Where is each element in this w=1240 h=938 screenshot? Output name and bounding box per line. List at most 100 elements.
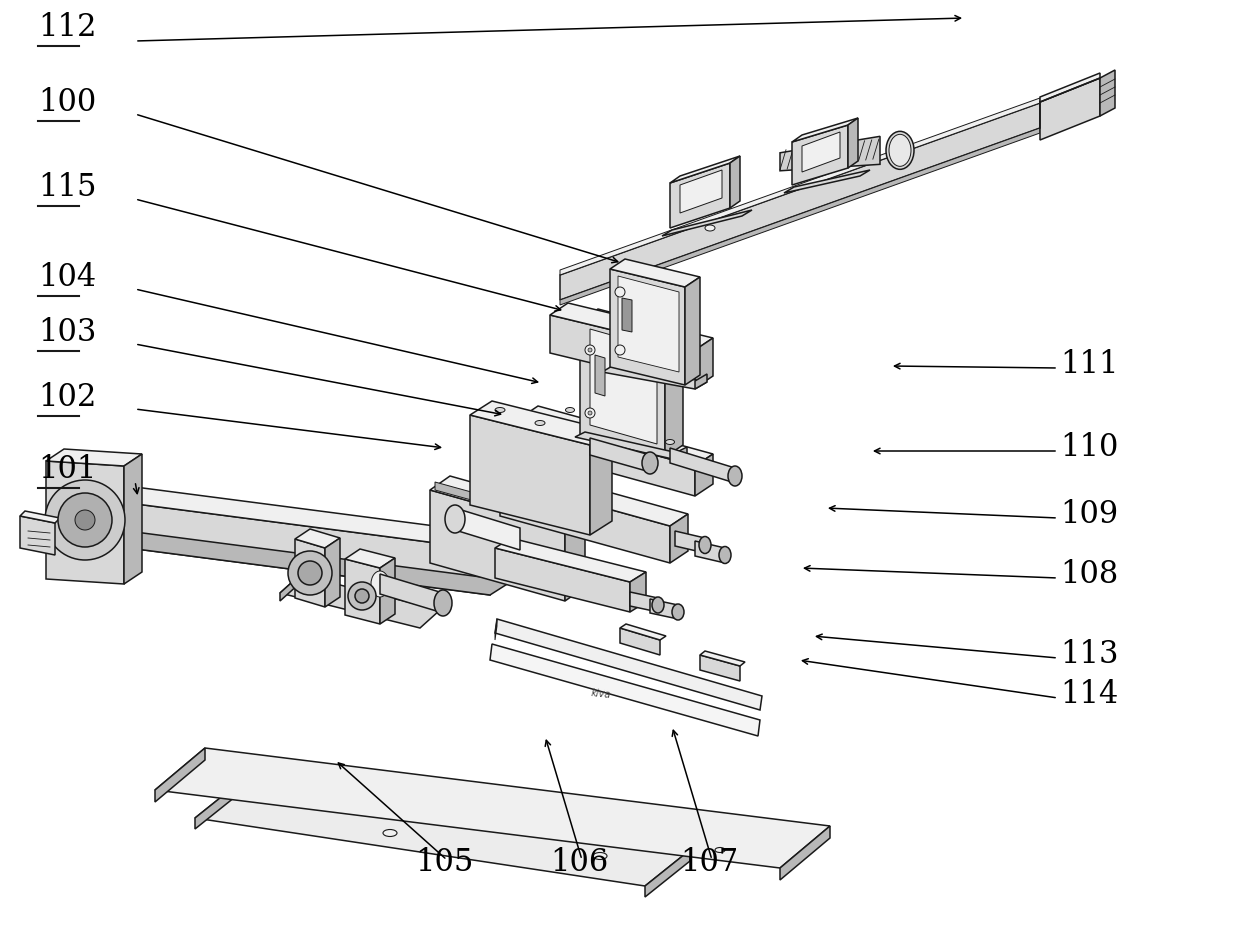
Polygon shape <box>345 549 396 568</box>
Polygon shape <box>701 655 740 681</box>
Polygon shape <box>500 479 670 563</box>
Polygon shape <box>495 619 763 710</box>
Polygon shape <box>650 599 678 619</box>
Polygon shape <box>295 539 325 607</box>
Ellipse shape <box>434 590 453 616</box>
Polygon shape <box>495 548 630 612</box>
Text: 113: 113 <box>1060 639 1118 670</box>
Polygon shape <box>551 303 713 350</box>
Polygon shape <box>848 118 858 168</box>
Polygon shape <box>694 454 713 496</box>
Text: 108: 108 <box>1060 559 1118 590</box>
Polygon shape <box>20 511 60 523</box>
Polygon shape <box>575 432 687 460</box>
Ellipse shape <box>706 225 715 231</box>
Ellipse shape <box>445 505 465 533</box>
Polygon shape <box>694 374 707 389</box>
Polygon shape <box>780 136 880 171</box>
Polygon shape <box>470 415 590 535</box>
Polygon shape <box>665 331 683 457</box>
Ellipse shape <box>642 452 658 474</box>
Polygon shape <box>610 259 701 287</box>
Polygon shape <box>792 125 848 185</box>
Circle shape <box>348 582 376 610</box>
Polygon shape <box>784 170 870 193</box>
Polygon shape <box>155 748 830 868</box>
Text: 105: 105 <box>415 847 474 878</box>
Circle shape <box>58 493 112 547</box>
Polygon shape <box>780 826 830 880</box>
Polygon shape <box>1040 78 1100 140</box>
Polygon shape <box>645 850 689 897</box>
Polygon shape <box>590 431 613 535</box>
Polygon shape <box>580 321 665 457</box>
Polygon shape <box>590 438 650 472</box>
Polygon shape <box>295 529 340 548</box>
Polygon shape <box>618 276 680 372</box>
Circle shape <box>298 561 322 585</box>
Text: 110: 110 <box>1060 432 1118 463</box>
Polygon shape <box>430 476 585 528</box>
Text: 109: 109 <box>1060 499 1118 530</box>
Ellipse shape <box>719 547 732 564</box>
Polygon shape <box>595 355 605 396</box>
Polygon shape <box>684 277 701 385</box>
Polygon shape <box>379 574 443 613</box>
Ellipse shape <box>666 440 675 445</box>
Circle shape <box>585 345 595 355</box>
Polygon shape <box>701 651 745 666</box>
Polygon shape <box>155 748 205 802</box>
Circle shape <box>588 411 591 415</box>
Polygon shape <box>500 467 688 526</box>
Polygon shape <box>677 447 687 460</box>
Polygon shape <box>195 782 689 886</box>
Polygon shape <box>490 644 760 736</box>
Text: 112: 112 <box>38 12 97 43</box>
Polygon shape <box>610 269 684 385</box>
Text: kiva: kiva <box>590 688 611 700</box>
Polygon shape <box>435 482 580 530</box>
Polygon shape <box>470 401 613 445</box>
Polygon shape <box>670 514 688 563</box>
Ellipse shape <box>889 134 911 166</box>
Polygon shape <box>694 338 713 388</box>
Polygon shape <box>630 572 646 612</box>
Polygon shape <box>670 156 740 183</box>
Ellipse shape <box>699 537 711 553</box>
Ellipse shape <box>672 604 684 620</box>
Polygon shape <box>91 498 490 595</box>
Polygon shape <box>730 156 740 208</box>
Text: 103: 103 <box>38 317 97 348</box>
Ellipse shape <box>383 829 397 837</box>
Polygon shape <box>280 575 300 601</box>
Polygon shape <box>670 448 735 483</box>
Polygon shape <box>124 454 143 584</box>
Ellipse shape <box>593 853 608 859</box>
Circle shape <box>615 345 625 355</box>
Polygon shape <box>680 170 722 213</box>
Text: 107: 107 <box>680 847 738 878</box>
Ellipse shape <box>652 597 663 613</box>
Polygon shape <box>495 538 646 582</box>
Polygon shape <box>580 309 683 343</box>
Polygon shape <box>802 132 839 172</box>
Polygon shape <box>20 516 55 555</box>
Polygon shape <box>565 514 585 601</box>
Ellipse shape <box>495 407 505 413</box>
Polygon shape <box>560 128 1040 305</box>
Polygon shape <box>379 558 396 624</box>
Polygon shape <box>455 508 520 550</box>
Ellipse shape <box>565 407 574 413</box>
Polygon shape <box>670 163 730 228</box>
Text: 114: 114 <box>1060 679 1118 710</box>
Polygon shape <box>560 103 1040 300</box>
Ellipse shape <box>715 848 725 853</box>
Ellipse shape <box>728 466 742 486</box>
Polygon shape <box>792 118 858 142</box>
Polygon shape <box>345 559 379 624</box>
Text: 106: 106 <box>551 847 609 878</box>
Ellipse shape <box>534 420 546 426</box>
Polygon shape <box>662 210 751 236</box>
Polygon shape <box>601 365 707 389</box>
Circle shape <box>288 551 332 595</box>
